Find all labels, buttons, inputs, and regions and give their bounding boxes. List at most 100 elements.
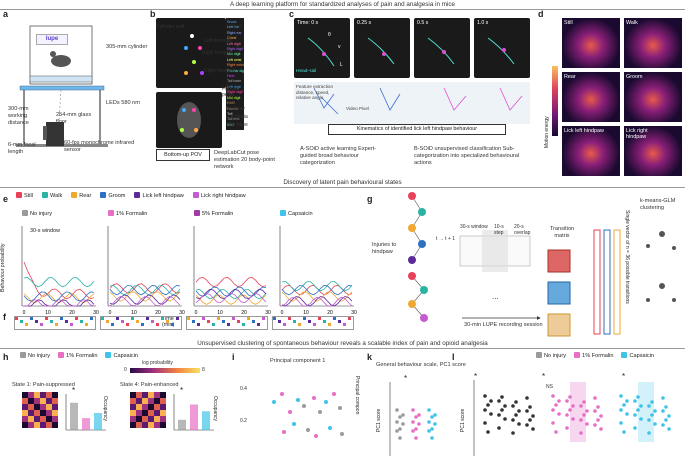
- l-point: [525, 409, 529, 413]
- l-point: [511, 418, 515, 422]
- series-line: [23, 291, 95, 302]
- l-point: [633, 413, 637, 417]
- l-point: [557, 412, 561, 416]
- l-point: [483, 408, 487, 412]
- pca-point: [292, 422, 296, 426]
- cylinder-label: 305-mm cylinder: [106, 44, 148, 50]
- l-point: [585, 422, 589, 426]
- e-ylabel: Behaviour probability: [0, 243, 6, 292]
- keypoint-16: Faecal: [227, 106, 238, 111]
- l-point: [486, 403, 490, 407]
- series-line: [109, 295, 181, 307]
- l-point: [639, 417, 643, 421]
- floor-label: 254-mm glass floor: [56, 112, 92, 125]
- svg-text:20: 20: [155, 310, 161, 316]
- single-vector-label: Single vector of n = 36 possible transit…: [624, 210, 630, 304]
- l-star-1: *: [474, 372, 478, 381]
- legend-item: 1% Formalin: [58, 352, 97, 359]
- occupancy-bar: [94, 413, 102, 430]
- pc1-title: Principal component 1: [270, 358, 326, 364]
- l-point: [650, 413, 654, 417]
- pca-point: [338, 406, 342, 410]
- panel-letter-f: f: [3, 312, 6, 322]
- k-star: *: [404, 374, 408, 383]
- l-point: [599, 427, 603, 431]
- svg-text:20: 20: [241, 310, 247, 316]
- pca-tick-02: 0.2: [240, 418, 247, 424]
- k-ylabel: PC1 score: [376, 408, 382, 432]
- svg-text:10: 10: [303, 310, 309, 316]
- legend-item: No injury: [536, 352, 566, 359]
- k-point: [398, 436, 402, 440]
- l-point: [483, 394, 487, 398]
- series-line: [195, 292, 267, 304]
- panel-c-kinematics: Time: 0 s 0.25 s 0.5 s 1.0 s θ v L Head–…: [294, 18, 534, 178]
- keypoint-15: Heel: [227, 101, 235, 106]
- keypoint-14: Mid digit: [227, 95, 241, 100]
- k-point: [417, 422, 421, 426]
- k-point: [395, 420, 399, 424]
- pca-point: [282, 430, 286, 434]
- pose-image-top: [156, 18, 226, 88]
- l-point: [517, 409, 521, 413]
- panel-letter-g: g: [367, 194, 373, 204]
- k-point: [414, 436, 418, 440]
- l-point: [596, 418, 600, 422]
- l-ns: NS: [546, 384, 553, 390]
- l-point: [636, 408, 640, 412]
- label-left-forepaw: Left forepaw: [204, 38, 232, 44]
- l-point: [483, 421, 487, 425]
- svg-text:20: 20: [69, 310, 75, 316]
- window-30s-label: 30-s window: [460, 224, 488, 230]
- l-point: [664, 418, 668, 422]
- series-line: [23, 277, 95, 288]
- state4-star: *: [180, 386, 184, 395]
- l-point: [571, 404, 575, 408]
- frame-0s: Time: 0 s: [294, 18, 350, 78]
- k-point: [411, 420, 415, 424]
- series-line: [24, 299, 95, 307]
- motion-tile-label: Walk: [626, 20, 638, 26]
- l-point: [571, 417, 575, 421]
- kinematics-title: Kinematics of identified lick left hindp…: [328, 124, 506, 135]
- l-point: [593, 396, 597, 400]
- l-point: [551, 408, 555, 412]
- keypoint-0: Snout: [227, 20, 237, 24]
- l-point: [489, 412, 493, 416]
- highlight-band: [638, 382, 654, 442]
- l-point: [554, 430, 558, 434]
- label-faecal-pellet: Faecal pellet: [222, 86, 238, 98]
- k-point: [414, 427, 418, 431]
- frame-05s: 0.5 s: [414, 18, 470, 78]
- pca-point: [280, 392, 284, 396]
- l-point: [551, 394, 555, 398]
- l-point: [528, 418, 532, 422]
- condition-label: 1% Formalin: [108, 210, 147, 217]
- highlight-band: [570, 382, 586, 442]
- motion-tile-label: Still: [564, 20, 573, 26]
- keypoint-8: Right wrist: [227, 63, 244, 68]
- distance-label: 300-mm working distance: [8, 106, 29, 126]
- l-point: [579, 404, 583, 408]
- l-point: [582, 413, 586, 417]
- legend-item: Capsaicin: [105, 352, 138, 359]
- state1-label: State 1: Pain-suppressed: [12, 382, 75, 388]
- legend-item: No injury: [20, 352, 50, 359]
- keypoint-12: Left digit: [227, 84, 241, 89]
- legend-item: Rear: [71, 192, 91, 199]
- series-line: [23, 261, 95, 300]
- time-1s: 1.0 s: [477, 20, 489, 26]
- condition-label: Capsaicin: [280, 210, 313, 217]
- pca-point: [306, 428, 310, 432]
- l-point: [514, 400, 518, 404]
- panel-d-motion-energy: Motion energy Still Walk Rear Groom Lick lef…: [544, 18, 684, 178]
- series-line: [109, 285, 181, 296]
- k-point: [430, 436, 434, 440]
- time-step-label: t → t + 1: [436, 236, 456, 242]
- panel-a-apparatus: lupe 305-mm cylinder 254-mm glass floor …: [8, 18, 148, 178]
- l-point: [568, 395, 572, 399]
- k-point: [417, 413, 421, 417]
- l-point: [647, 404, 651, 408]
- e-xlabel: Time (min): [162, 316, 175, 328]
- bsoid-caption: B-SOiD unsupervised classification Sub-c…: [414, 146, 520, 166]
